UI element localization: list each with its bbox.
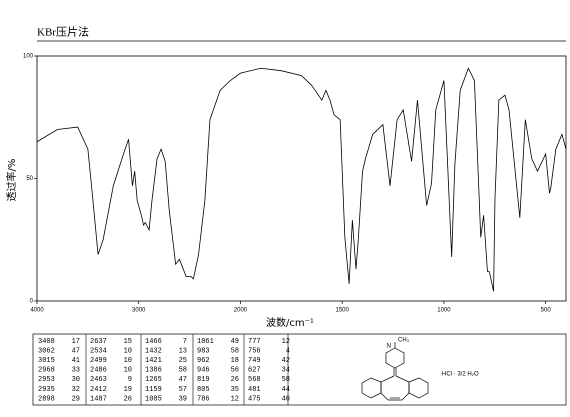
peak-wavenumber: 1265 — [145, 376, 162, 384]
peak-transmittance: 29 — [72, 395, 80, 403]
peak-wavenumber: 627 — [248, 367, 261, 375]
peak-wavenumber: 2463 — [90, 376, 107, 384]
x-tick-label: 1500 — [336, 308, 350, 314]
peak-transmittance: 26 — [124, 395, 132, 403]
peak-transmittance: 57 — [179, 386, 187, 394]
peak-wavenumber: 2534 — [90, 347, 107, 355]
peak-transmittance: 12 — [231, 395, 239, 403]
peak-wavenumber: 1159 — [145, 386, 162, 394]
peak-transmittance: 17 — [72, 338, 80, 346]
peak-transmittance: 25 — [179, 357, 187, 365]
peak-transmittance: 42 — [282, 357, 290, 365]
peak-wavenumber: 1085 — [145, 395, 162, 403]
peak-wavenumber: 3062 — [38, 347, 55, 355]
spectrum-line — [36, 67, 567, 292]
peak-transmittance: 39 — [179, 395, 187, 403]
y-tick-label: 50 — [26, 176, 33, 182]
peak-transmittance: 34 — [282, 367, 290, 375]
x-tick-label: 3000 — [132, 308, 146, 314]
salt-label: ·HCl · 3/2 H₂O — [440, 372, 479, 378]
peak-wavenumber: 2486 — [90, 367, 107, 375]
peak-wavenumber: 805 — [197, 386, 210, 394]
peak-transmittance: 13 — [179, 347, 187, 355]
chart-title: KBr压片法 — [37, 25, 89, 39]
x-axis-label: 波数/cm⁻¹ — [266, 316, 314, 329]
peak-transmittance: 4 — [286, 347, 290, 355]
peak-wavenumber: 1466 — [145, 338, 162, 346]
peak-transmittance: 30 — [72, 376, 80, 384]
peak-wavenumber: 2898 — [38, 395, 55, 403]
peak-wavenumber: 2499 — [90, 357, 107, 365]
peak-wavenumber: 786 — [197, 395, 210, 403]
peak-transmittance: 49 — [231, 338, 239, 346]
x-tick-label: 1000 — [437, 308, 451, 314]
peak-wavenumber: 568 — [248, 376, 261, 384]
y-axis-label: 透过率/% — [5, 159, 18, 202]
table-dividers — [85, 334, 289, 405]
n-label: N — [387, 344, 391, 350]
peak-wavenumber: 1421 — [145, 357, 162, 365]
peak-transmittance: 56 — [231, 367, 239, 375]
peak-wavenumber: 2968 — [38, 367, 55, 375]
peak-transmittance: 32 — [72, 386, 80, 394]
substituent: CH₃ — [398, 338, 410, 344]
y-tick-label: 0 — [30, 299, 34, 305]
peak-wavenumber: 946 — [197, 367, 210, 375]
peak-transmittance: 44 — [282, 386, 290, 394]
peak-transmittance: 10 — [124, 347, 132, 355]
peak-transmittance: 15 — [124, 338, 132, 346]
peak-wavenumber: 1061 — [197, 338, 214, 346]
peak-transmittance: 58 — [282, 376, 290, 384]
peak-transmittance: 58 — [231, 347, 239, 355]
peak-transmittance: 58 — [179, 367, 187, 375]
peak-wavenumber: 819 — [197, 376, 210, 384]
peak-wavenumber: 2935 — [38, 386, 55, 394]
peak-wavenumber: 2412 — [90, 386, 107, 394]
peak-wavenumber: 2637 — [90, 338, 107, 346]
peak-wavenumber: 983 — [197, 347, 210, 355]
peak-wavenumber: 749 — [248, 357, 261, 365]
x-tick-label: 2000 — [234, 308, 248, 314]
y-tick-label: 100 — [23, 54, 34, 60]
table-frame — [32, 333, 567, 406]
peak-transmittance: 46 — [282, 395, 290, 403]
peak-wavenumber: 962 — [197, 357, 210, 365]
peak-transmittance: 47 — [72, 347, 80, 355]
structure-drawing — [361, 342, 429, 401]
peak-transmittance: 18 — [231, 357, 239, 365]
peak-wavenumber: 777 — [248, 338, 261, 346]
peak-transmittance: 7 — [183, 338, 187, 346]
peak-transmittance: 47 — [179, 376, 187, 384]
peak-transmittance: 19 — [124, 386, 132, 394]
peak-wavenumber: 3015 — [38, 357, 55, 365]
peak-transmittance: 33 — [72, 367, 80, 375]
peak-transmittance: 12 — [282, 338, 290, 346]
peak-transmittance: 9 — [128, 376, 132, 384]
peak-wavenumber: 2953 — [38, 376, 55, 384]
x-tick-label: 500 — [541, 308, 552, 314]
peak-transmittance: 10 — [124, 367, 132, 375]
peak-wavenumber: 1487 — [90, 395, 107, 403]
peak-transmittance: 41 — [72, 357, 80, 365]
x-tick-label: 4000 — [30, 308, 44, 314]
peak-wavenumber: 1432 — [145, 347, 162, 355]
peak-wavenumber: 475 — [248, 395, 261, 403]
peak-wavenumber: 756 — [248, 347, 261, 355]
peak-transmittance: 35 — [231, 386, 239, 394]
peak-wavenumber: 1386 — [145, 367, 162, 375]
peak-wavenumber: 481 — [248, 386, 261, 394]
peak-transmittance: 26 — [231, 376, 239, 384]
peak-wavenumber: 3408 — [38, 338, 55, 346]
peak-transmittance: 10 — [124, 357, 132, 365]
